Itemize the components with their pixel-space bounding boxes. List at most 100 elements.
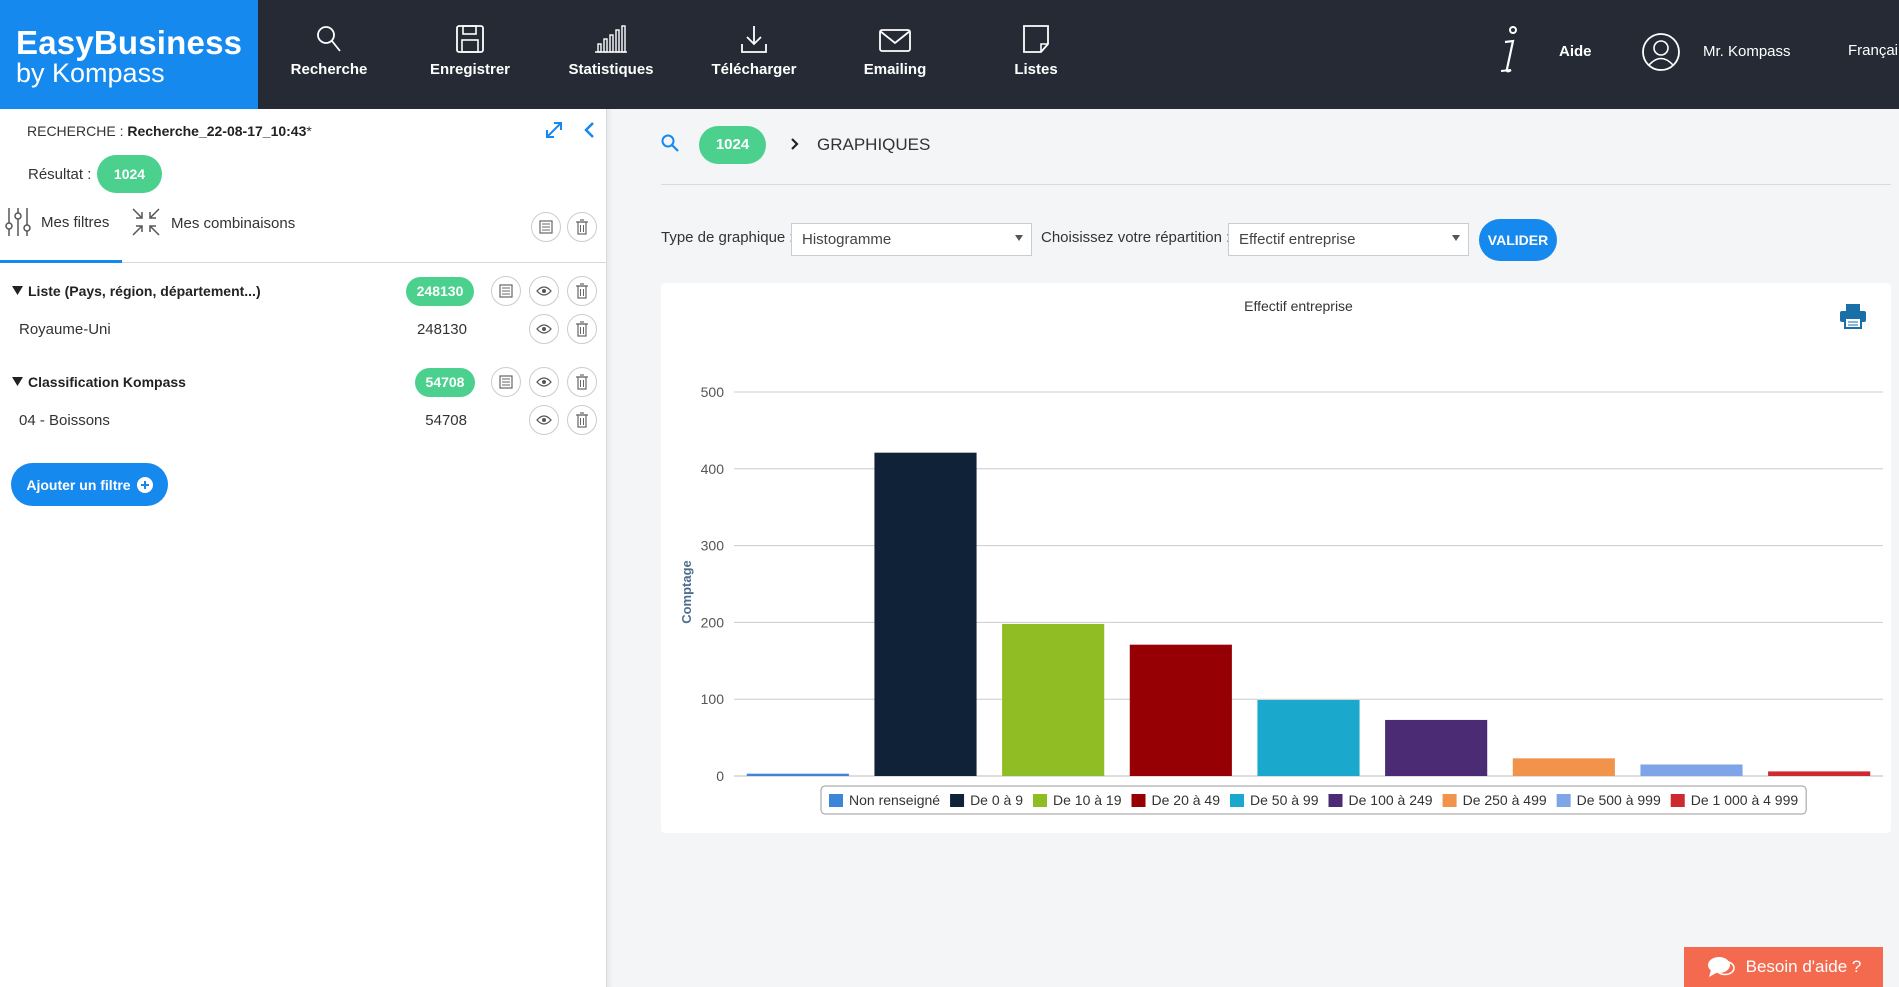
nav-telecharger-label: Télécharger xyxy=(711,61,797,78)
trash-icon xyxy=(576,219,588,235)
repartition-label: Choisissez votre répartition : xyxy=(1041,229,1231,246)
filter-item-count: 248130 xyxy=(416,321,467,338)
legend-swatch[interactable] xyxy=(829,794,843,807)
legend-swatch[interactable] xyxy=(1033,794,1047,807)
collapse-triangle-icon[interactable] xyxy=(12,286,23,296)
chevron-right-icon xyxy=(791,138,799,150)
add-filter-button[interactable]: Ajouter un filtre xyxy=(11,463,168,506)
tab-mes-filtres[interactable]: Mes filtres xyxy=(41,214,110,231)
nav-statistiques-label: Statistiques xyxy=(568,61,654,78)
group-details-button[interactable] xyxy=(491,367,521,397)
nav-recherche[interactable]: Recherche xyxy=(264,24,394,78)
filter-group-count-badge: 54708 xyxy=(415,368,475,397)
chart-type-label: Type de graphique : xyxy=(661,229,794,246)
legend-swatch[interactable] xyxy=(1556,794,1571,807)
list-icon xyxy=(1023,25,1049,53)
search-unsaved-mark: * xyxy=(306,123,312,139)
info-icon[interactable] xyxy=(1496,25,1522,75)
eye-icon xyxy=(536,324,552,334)
legend-swatch[interactable] xyxy=(1442,794,1457,807)
help-chat-button[interactable]: Besoin d'aide ? xyxy=(1684,947,1883,987)
legend-swatch[interactable] xyxy=(1131,794,1146,807)
group-delete-button[interactable] xyxy=(567,276,597,306)
brand-line-2: by Kompass xyxy=(16,58,165,88)
group-details-button[interactable] xyxy=(491,276,521,306)
repartition-select[interactable]: Effectif entreprise xyxy=(1228,223,1469,256)
y-tick-label: 100 xyxy=(701,691,725,707)
tab-mes-combinaisons[interactable]: Mes combinaisons xyxy=(171,215,296,232)
bar xyxy=(1385,719,1488,776)
nav-telecharger[interactable]: Télécharger xyxy=(689,24,819,78)
user-avatar-icon[interactable] xyxy=(1641,32,1681,72)
search-icon[interactable] xyxy=(661,134,679,152)
item-view-button[interactable] xyxy=(529,314,559,344)
legend-swatch[interactable] xyxy=(1670,794,1685,807)
breadcrumb-count-badge[interactable]: 1024 xyxy=(699,126,766,164)
chart-type-select[interactable]: Histogramme xyxy=(791,223,1032,256)
nav-statistiques[interactable]: Statistiques xyxy=(546,24,676,78)
search-prefix: RECHERCHE : xyxy=(27,123,128,139)
legend-label[interactable]: De 20 à 49 xyxy=(1152,792,1221,808)
collapse-panel-icon[interactable] xyxy=(582,120,596,140)
search-name: Recherche_22-08-17_10:43 xyxy=(127,123,307,139)
item-view-button[interactable] xyxy=(529,405,559,435)
group-delete-button[interactable] xyxy=(567,367,597,397)
result-count-badge: 1024 xyxy=(97,155,162,193)
help-chat-label: Besoin d'aide ? xyxy=(1745,957,1862,976)
delete-all-filters-button[interactable] xyxy=(567,212,597,242)
bar xyxy=(1512,758,1615,776)
group-view-button[interactable] xyxy=(529,367,559,397)
chevron-down-icon xyxy=(1015,235,1023,241)
mail-icon xyxy=(879,29,911,52)
nav-listes-label: Listes xyxy=(1014,61,1058,78)
filters-panel: RECHERCHE : Recherche_22-08-17_10:43* Ré… xyxy=(0,109,607,987)
user-name[interactable]: Mr. Kompass xyxy=(1703,43,1791,60)
trash-icon xyxy=(576,283,588,299)
filter-group-title[interactable]: Liste (Pays, région, département...) xyxy=(28,283,261,299)
nav-recherche-label: Recherche xyxy=(290,61,368,78)
validate-button[interactable]: VALIDER xyxy=(1479,219,1557,261)
y-tick-label: 500 xyxy=(701,384,725,400)
top-navigation-bar: EasyBusiness by Kompass Recherche Enregi… xyxy=(0,0,1899,109)
legend-label[interactable]: De 500 à 999 xyxy=(1577,792,1661,808)
print-icon[interactable] xyxy=(1839,303,1867,329)
details-icon xyxy=(499,284,513,298)
chart-type-value: Histogramme xyxy=(802,231,892,248)
nav-emailing[interactable]: Emailing xyxy=(830,24,960,78)
breadcrumb-title: GRAPHIQUES xyxy=(817,135,931,154)
filters-details-button[interactable] xyxy=(531,212,561,242)
search-icon xyxy=(317,26,341,52)
legend-label[interactable]: De 250 à 499 xyxy=(1463,792,1547,808)
item-delete-button[interactable] xyxy=(567,405,597,435)
legend-label[interactable]: De 1 000 à 4 999 xyxy=(1691,792,1799,808)
histogram-chart: Effectif entreprise 0 100 200 300 400 500 Compt… xyxy=(679,298,1883,815)
eye-icon xyxy=(536,377,552,387)
language-selector[interactable]: Françai xyxy=(1848,42,1899,59)
filter-item-label: Royaume-Uni xyxy=(19,321,111,338)
bar xyxy=(874,452,977,776)
filter-item-label: 04 - Boissons xyxy=(19,412,110,429)
filter-group-title[interactable]: Classification Kompass xyxy=(28,374,186,390)
brand-logo[interactable]: EasyBusiness by Kompass xyxy=(0,0,258,109)
legend-swatch[interactable] xyxy=(950,794,965,807)
stats-icon xyxy=(595,25,627,53)
expand-icon[interactable] xyxy=(544,120,564,140)
nav-enregistrer[interactable]: Enregistrer xyxy=(405,24,535,78)
item-delete-button[interactable] xyxy=(567,314,597,344)
bar xyxy=(1129,644,1232,776)
bar xyxy=(1257,699,1360,776)
group-view-button[interactable] xyxy=(529,276,559,306)
legend-swatch[interactable] xyxy=(1230,794,1244,807)
help-link[interactable]: Aide xyxy=(1559,43,1592,60)
legend-swatch[interactable] xyxy=(1328,794,1343,807)
main-divider xyxy=(661,184,1891,185)
legend-label[interactable]: De 10 à 19 xyxy=(1053,792,1122,808)
plus-circle-icon xyxy=(136,476,153,493)
legend-label[interactable]: Non renseigné xyxy=(849,792,940,808)
legend-label[interactable]: De 0 à 9 xyxy=(970,792,1023,808)
nav-listes[interactable]: Listes xyxy=(971,24,1101,78)
legend-label[interactable]: De 100 à 249 xyxy=(1349,792,1433,808)
legend-label[interactable]: De 50 à 99 xyxy=(1250,792,1319,808)
collapse-triangle-icon[interactable] xyxy=(12,377,23,387)
chart-legend: Non renseigné De 0 à 9 De 10 à 19 De 20 à 4… xyxy=(820,785,1807,815)
